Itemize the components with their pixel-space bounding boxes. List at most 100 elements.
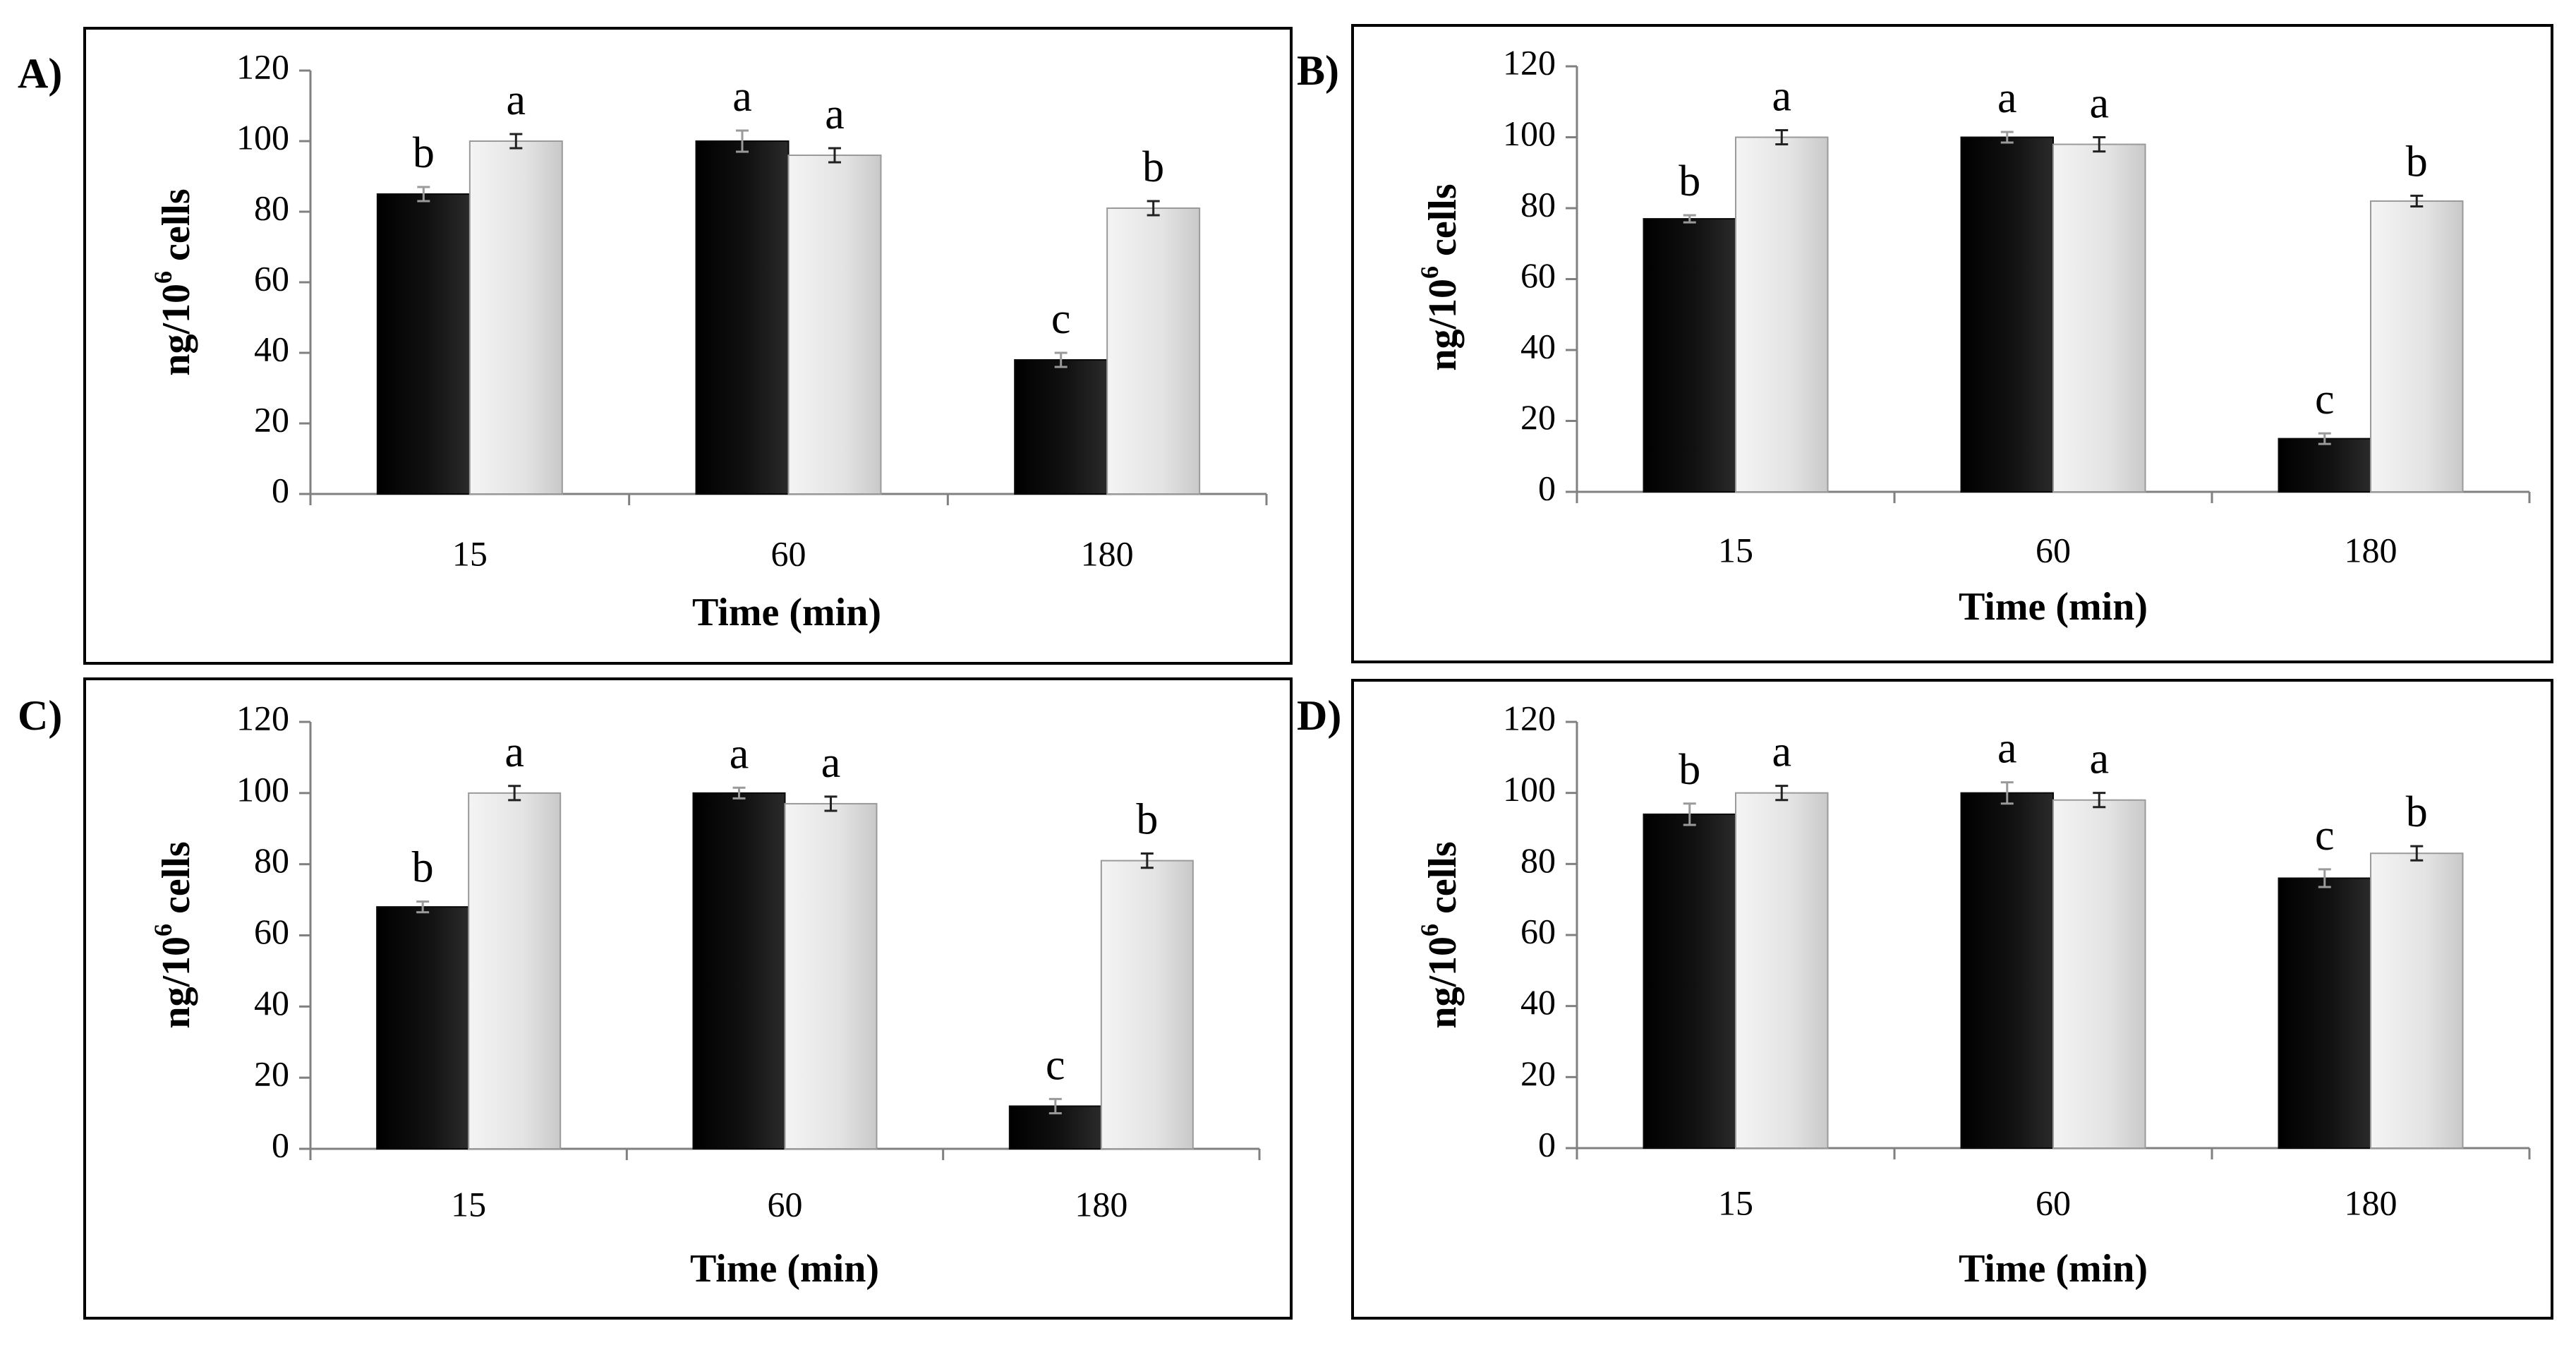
bar-dark-15 [1643, 218, 1736, 493]
y-tick-label: 120 [1503, 698, 1556, 737]
y-tick-label: 20 [1520, 397, 1556, 437]
significance-label: b [1679, 157, 1700, 205]
y-tick-label: 0 [1538, 1124, 1556, 1164]
y-tick-label: 40 [254, 983, 289, 1023]
significance-label: a [1997, 725, 2017, 773]
y-tick-label: 100 [1503, 769, 1556, 809]
bar-dark-180 [1014, 359, 1108, 495]
y-tick-label: 100 [236, 769, 289, 809]
panel-frame [1351, 24, 2553, 663]
significance-label: c [2315, 812, 2335, 860]
x-tick-label: 180 [1075, 1184, 1127, 1224]
bar-dark-60 [1960, 792, 2054, 1149]
significance-label: b [413, 129, 435, 177]
y-tick-label: 80 [1520, 840, 1556, 880]
bar-light-15 [1735, 136, 1829, 493]
y-axis-title: ng/106 cells [149, 841, 198, 1028]
significance-label: a [825, 90, 845, 138]
bar-light-180 [2370, 200, 2464, 493]
x-tick-label: 60 [2036, 530, 2071, 569]
bar-light-15 [468, 140, 563, 495]
y-tick-label: 20 [254, 1054, 289, 1094]
bar-light-15 [468, 792, 562, 1150]
x-tick-label: 180 [2345, 1183, 2397, 1222]
y-tick-label: 60 [254, 258, 289, 298]
bar-light-60 [787, 155, 882, 495]
y-tick-label: 0 [1538, 468, 1556, 507]
x-tick-label: 180 [2345, 530, 2397, 569]
y-tick-label: 40 [1520, 326, 1556, 366]
y-axis-title: ng/106 cells [149, 188, 198, 375]
x-axis-title: Time (min) [1959, 1247, 2148, 1291]
bar-dark-15 [376, 193, 471, 495]
y-tick-label: 120 [236, 47, 289, 86]
panel-frame [1351, 679, 2553, 1320]
x-tick-label: 60 [2036, 1183, 2071, 1222]
bar-light-180 [1100, 860, 1194, 1150]
bar-dark-180 [2278, 877, 2371, 1149]
y-tick-label: 60 [254, 912, 289, 951]
bar-dark-60 [695, 140, 790, 495]
x-tick-label: 15 [1718, 530, 1753, 569]
y-tick-label: 80 [1520, 184, 1556, 224]
panel-label: D) [1297, 692, 1341, 739]
panel-label: A) [18, 50, 62, 97]
y-tick-label: 20 [1520, 1054, 1556, 1093]
significance-label: a [730, 730, 749, 778]
significance-label: c [2315, 375, 2335, 423]
bar-dark-15 [376, 906, 470, 1150]
x-tick-label: 15 [451, 1184, 486, 1224]
significance-label: a [821, 739, 841, 787]
x-tick-label: 60 [768, 1184, 803, 1224]
y-axis-title: ng/106 cells [1415, 183, 1465, 370]
panel-frame [83, 27, 1293, 665]
bar-dark-60 [1960, 136, 2054, 493]
significance-label: b [1136, 796, 1158, 844]
bar-light-60 [2052, 799, 2146, 1149]
y-tick-label: 0 [272, 1125, 289, 1164]
chart-panel-3: C) 0 20 40 60 80 100 120 15 b a 60 a a 180 c b Time (min)… [18, 677, 1293, 1320]
panel-label: B) [1297, 47, 1339, 94]
significance-label: c [1046, 1041, 1065, 1089]
significance-label: b [2406, 788, 2428, 836]
significance-label: a [2089, 80, 2109, 128]
significance-label: a [2089, 735, 2109, 783]
y-tick-label: 20 [254, 399, 289, 439]
y-tick-label: 80 [254, 188, 289, 227]
chart-panel-1: A) 0 20 40 60 80 100 120 15 b a 60 a a 180 c b Time (min)… [18, 27, 1293, 665]
x-axis-title: Time (min) [692, 591, 881, 634]
significance-label: a [1997, 74, 2017, 122]
bar-light-180 [2370, 852, 2464, 1149]
x-tick-label: 15 [452, 533, 488, 573]
significance-label: b [412, 844, 434, 892]
y-tick-label: 120 [1503, 42, 1556, 82]
bar-dark-15 [1643, 813, 1736, 1150]
bar-light-15 [1735, 792, 1829, 1149]
chart-panel-4: D) 0 20 40 60 80 100 120 15 b a 60 a a 180 c b Time (min)… [1297, 679, 2553, 1320]
significance-label: b [1679, 746, 1700, 794]
y-tick-label: 40 [254, 329, 289, 368]
y-tick-label: 100 [236, 117, 289, 157]
significance-label: c [1051, 295, 1071, 343]
y-tick-label: 40 [1520, 982, 1556, 1022]
bar-light-60 [784, 802, 878, 1150]
y-tick-label: 80 [254, 840, 289, 880]
x-tick-label: 15 [1718, 1183, 1753, 1222]
significance-label: a [1772, 728, 1791, 776]
x-tick-label: 60 [771, 533, 806, 573]
significance-label: a [504, 728, 524, 776]
bar-light-180 [1106, 207, 1201, 495]
significance-label: a [507, 76, 526, 124]
significance-label: a [732, 73, 752, 121]
y-axis-title: ng/106 cells [1415, 841, 1465, 1028]
x-axis-title: Time (min) [1959, 585, 2148, 629]
y-tick-label: 60 [1520, 255, 1556, 295]
y-tick-label: 0 [272, 470, 289, 509]
panel-label: C) [18, 692, 62, 739]
y-tick-label: 60 [1520, 911, 1556, 951]
x-axis-title: Time (min) [690, 1247, 879, 1291]
significance-label: a [1772, 72, 1791, 120]
y-tick-label: 100 [1503, 114, 1556, 153]
significance-label: b [1142, 143, 1164, 191]
